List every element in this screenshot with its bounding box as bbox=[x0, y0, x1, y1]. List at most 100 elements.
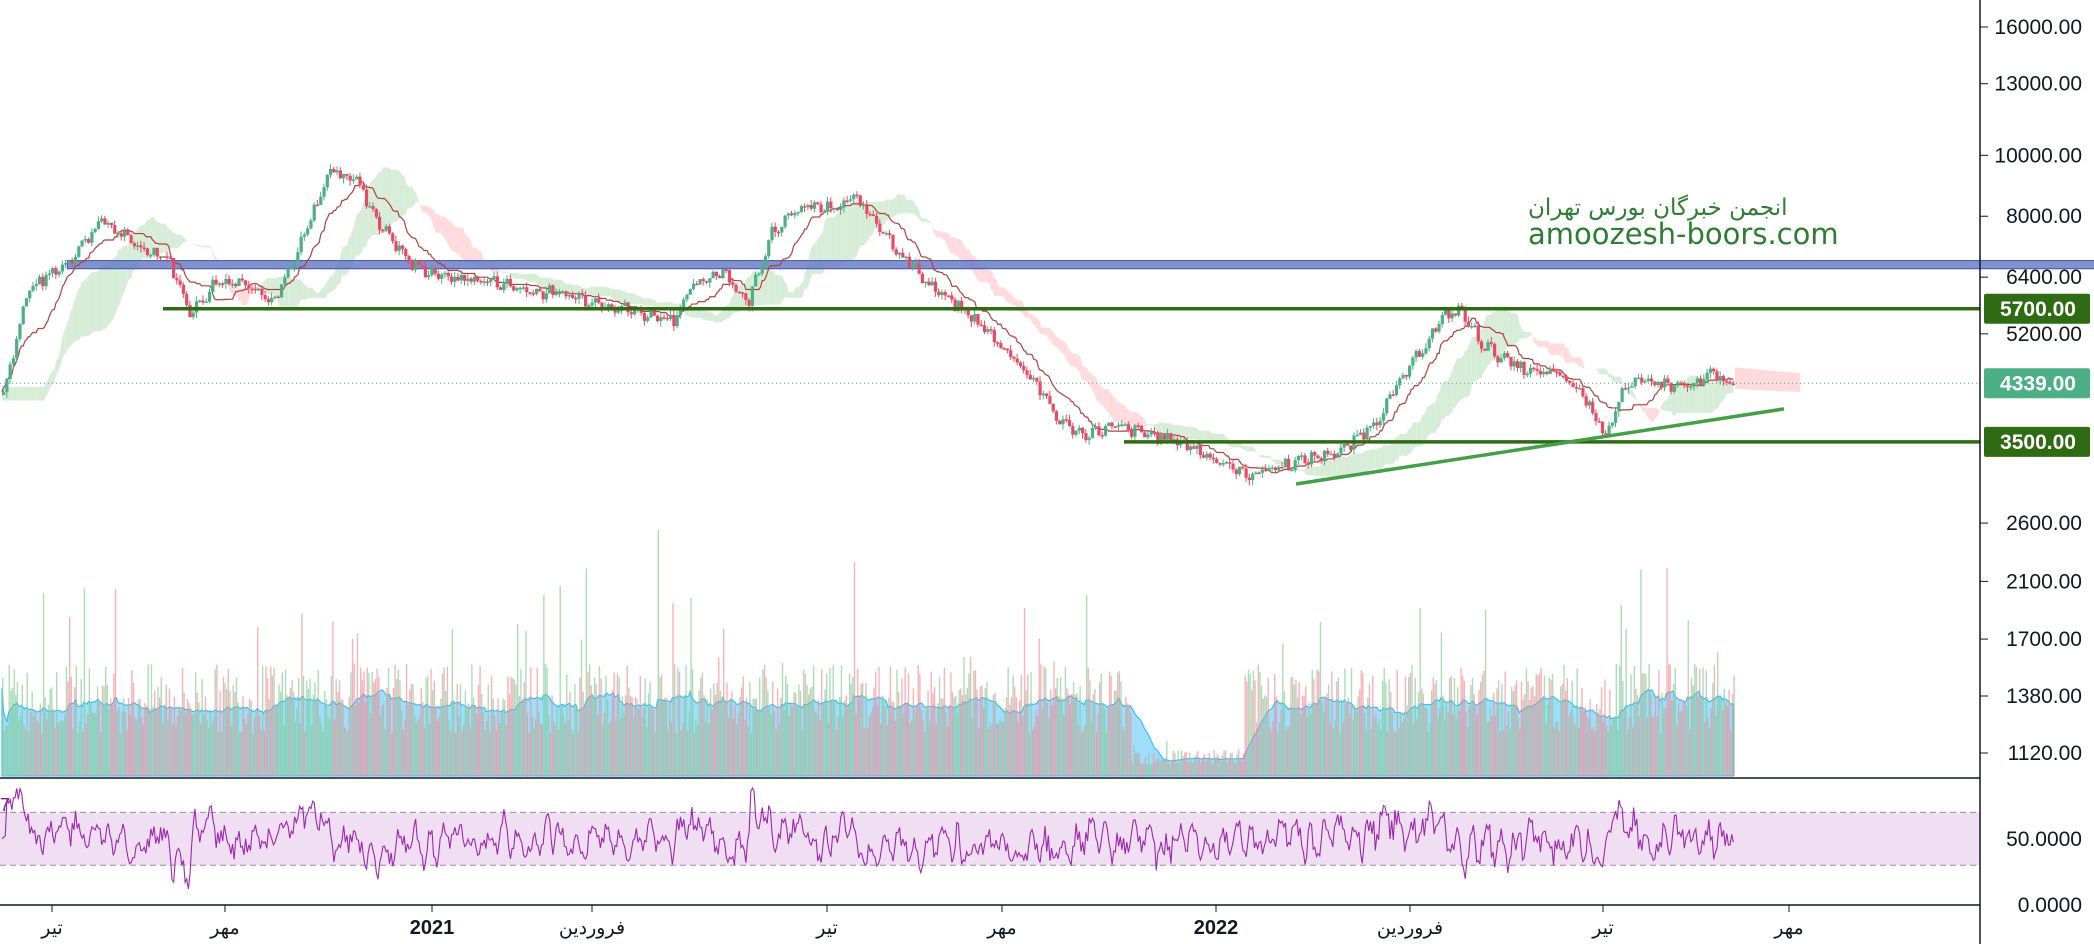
volume-bar bbox=[911, 720, 913, 776]
volume-bar bbox=[682, 722, 684, 776]
resistance-zone[interactable] bbox=[66, 260, 2094, 270]
volume-bar bbox=[466, 709, 468, 776]
volume-bar bbox=[378, 676, 380, 776]
cloud-segment-bull bbox=[418, 201, 421, 208]
cloud-segment-bull bbox=[1376, 448, 1379, 469]
volume-bar bbox=[1489, 707, 1492, 776]
cloud-segment-bull bbox=[587, 288, 589, 296]
cloud-segment-bull bbox=[1247, 446, 1250, 452]
candle-down bbox=[1581, 388, 1585, 397]
volume-bar bbox=[755, 698, 758, 776]
cloud-segment-bull bbox=[1609, 374, 1611, 379]
cloud-segment-bull bbox=[23, 386, 25, 401]
candle-down bbox=[835, 207, 840, 210]
candle-down bbox=[982, 325, 987, 333]
volume-bar bbox=[24, 729, 27, 776]
volume-bar bbox=[1233, 761, 1235, 776]
cloud-segment-bull bbox=[1708, 378, 1711, 413]
volume-bar bbox=[1589, 699, 1591, 776]
candle-up bbox=[1166, 433, 1170, 440]
volume-bar bbox=[1522, 699, 1524, 776]
resistance-zone-layer[interactable] bbox=[66, 260, 2094, 270]
volume-bar bbox=[935, 723, 937, 776]
cloud-segment-bull bbox=[907, 199, 910, 214]
volume-bar bbox=[1643, 673, 1645, 776]
cloud-segment-bull bbox=[155, 220, 158, 254]
ascending-trendline[interactable] bbox=[1295, 407, 1785, 486]
candle-down bbox=[1218, 463, 1222, 465]
cloud-segment-bull bbox=[642, 298, 645, 306]
volume-bar bbox=[283, 725, 285, 776]
cloud-segment-bull bbox=[652, 299, 655, 306]
volume-bar bbox=[413, 715, 416, 776]
cloud-segment-bull bbox=[575, 284, 578, 294]
volume-bar bbox=[1244, 675, 1246, 776]
cloud-segment-bull bbox=[649, 298, 652, 306]
volume-bar bbox=[964, 694, 967, 776]
time-label-month: تیر bbox=[40, 918, 63, 939]
cloud-segment-bull bbox=[840, 207, 843, 264]
cloud-segment-bull bbox=[351, 227, 354, 267]
volume-bar bbox=[884, 706, 887, 776]
candle-down bbox=[1479, 341, 1484, 349]
candle-down bbox=[992, 329, 996, 343]
cloud-segment-bull bbox=[1632, 390, 1634, 398]
cloud-segment-bull bbox=[384, 167, 387, 234]
cloud-segment-bull bbox=[541, 277, 544, 290]
volume-bar bbox=[722, 628, 725, 776]
cloud-segment-bull bbox=[1332, 458, 1335, 478]
cloud-segment-bull bbox=[315, 292, 318, 298]
candle-down bbox=[1493, 343, 1497, 357]
cloud-segment-bull bbox=[1600, 368, 1603, 375]
volume-bar bbox=[960, 688, 962, 776]
cloud-segment-bull bbox=[178, 234, 181, 249]
cloud-segment-bull bbox=[790, 292, 792, 298]
cloud-segment-bull bbox=[1726, 381, 1729, 394]
cloud-segment-bull bbox=[776, 275, 779, 305]
candle-up bbox=[1689, 386, 1693, 388]
candle-up bbox=[606, 304, 611, 308]
volume-bar bbox=[669, 703, 671, 776]
volume-bar bbox=[891, 701, 893, 776]
time-axis[interactable]: تیر مهر 2021 فروردین تیر مهر 2022 فروردین تیر مهر bbox=[40, 905, 1804, 939]
volume-bar bbox=[382, 703, 385, 776]
candle-down bbox=[727, 270, 732, 283]
volume-bar bbox=[840, 665, 843, 776]
candle-up bbox=[1630, 386, 1634, 388]
volume-bar bbox=[1463, 680, 1466, 776]
volume-bar bbox=[974, 670, 977, 776]
candle-up bbox=[852, 194, 856, 200]
price-tick-label: 1120.00 bbox=[2008, 742, 2082, 765]
candle-up bbox=[1224, 462, 1229, 464]
candle-down bbox=[87, 239, 91, 243]
candle-down bbox=[54, 268, 58, 275]
volume-bar bbox=[1206, 758, 1209, 776]
candle-up bbox=[492, 276, 496, 279]
cloud-segment-bear bbox=[1648, 408, 1650, 419]
cloud-segment-bull bbox=[29, 386, 32, 401]
volume-bar bbox=[1308, 702, 1310, 776]
volume-bar bbox=[1017, 722, 1019, 776]
cloud-segment-bear bbox=[458, 227, 460, 257]
candle-up bbox=[1676, 382, 1680, 386]
volume-bar bbox=[1152, 753, 1155, 776]
volume-bar bbox=[443, 667, 445, 776]
cloud-segment-bull bbox=[763, 268, 766, 305]
candle-down bbox=[1434, 328, 1438, 332]
volume-bar bbox=[1672, 683, 1675, 776]
candle-up bbox=[1633, 377, 1637, 387]
cloud-segment-bull bbox=[1460, 356, 1462, 401]
cloud-segment-bull bbox=[1607, 370, 1610, 378]
volume-bar bbox=[1429, 722, 1431, 776]
drawings-layer[interactable] bbox=[0, 307, 1980, 486]
price-tick-label: 2100.00 bbox=[2006, 570, 2082, 593]
volume-bar bbox=[907, 673, 910, 776]
volume-bar bbox=[1375, 713, 1377, 776]
cloud-segment-bull bbox=[1470, 337, 1472, 393]
volume-bar bbox=[642, 708, 645, 776]
candle-down bbox=[1316, 455, 1320, 459]
volume-bar bbox=[1296, 697, 1299, 776]
volume-bar bbox=[1038, 638, 1040, 776]
